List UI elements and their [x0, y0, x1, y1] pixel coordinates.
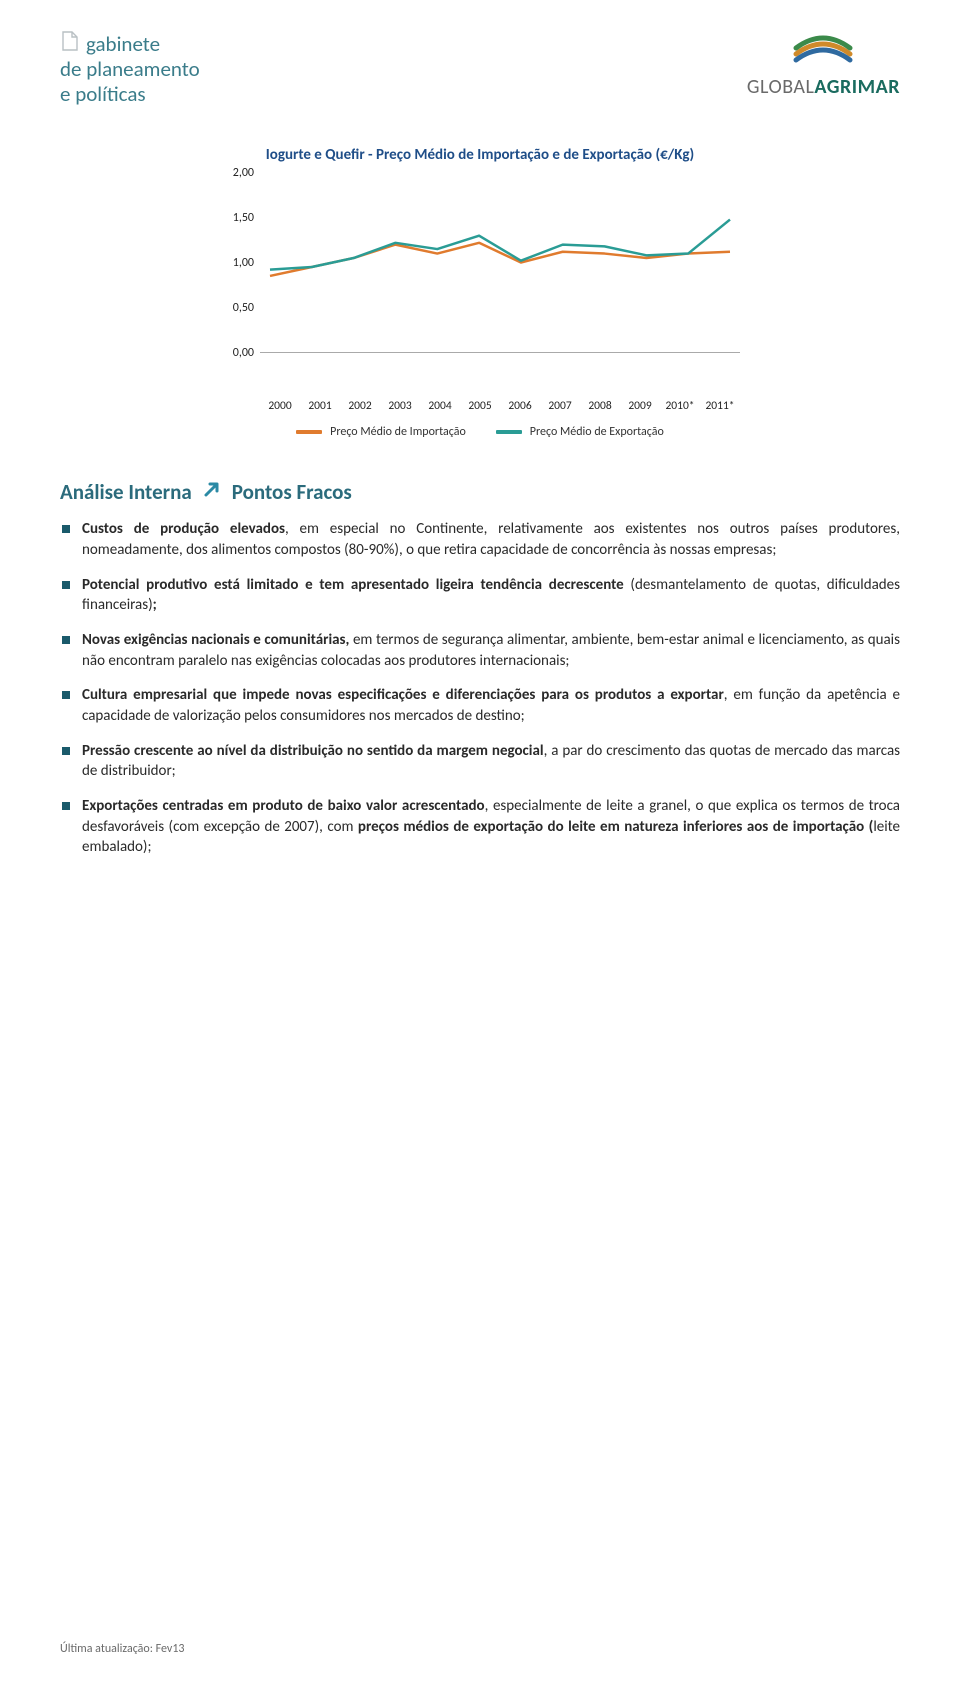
legend-item: Preço Médio de Exportação [496, 425, 664, 439]
bullet-list: Custos de produção elevados, em especial… [60, 519, 900, 858]
x-tick: 2005 [460, 399, 500, 413]
chart-svg [260, 173, 740, 352]
chart-series-line [270, 220, 730, 270]
chart-title: Iogurte e Quefir - Preço Médio de Import… [220, 146, 740, 166]
y-tick: 2,00 [233, 166, 254, 180]
legend-label: Preço Médio de Exportação [530, 425, 664, 439]
legend-swatch [296, 430, 322, 434]
y-tick: 1,00 [233, 256, 254, 270]
x-tick: 2000 [260, 399, 300, 413]
document-icon [60, 30, 80, 57]
x-tick: 2006 [500, 399, 540, 413]
text-run: Potencial produtivo está limitado e tem … [82, 576, 624, 594]
list-item: Potencial produtivo está limitado e tem … [60, 575, 900, 616]
legend-item: Preço Médio de Importação [296, 425, 466, 439]
section-sub: Pontos Fracos [232, 479, 352, 505]
text-run: ; [153, 596, 157, 614]
page-footer: Última atualização: Fev13 [60, 1642, 185, 1656]
logo-left: gabinete de planeamento e políticas [60, 30, 200, 106]
chart-plot-area [260, 173, 740, 353]
arrow-up-right-icon [202, 479, 222, 505]
chart-legend: Preço Médio de Importação Preço Médio de … [220, 425, 740, 439]
legend-swatch [496, 430, 522, 434]
x-tick: 2007 [540, 399, 580, 413]
text-run: Pressão crescente ao nível da distribuiç… [82, 742, 544, 760]
logo-right-text: GLOBALAGRIMAR [747, 75, 900, 99]
text-run: preços médios de exportação do leite em … [358, 818, 873, 836]
logo-left-line1: gabinete [86, 32, 160, 56]
text-run: Custos de produção elevados [82, 520, 285, 538]
page-header: gabinete de planeamento e políticas GLOB… [60, 30, 900, 106]
x-tick: 2001 [300, 399, 340, 413]
text-run: Exportações centradas em produto de baix… [82, 797, 485, 815]
x-tick: 2010* [660, 399, 700, 413]
text-run: Cultura empresarial que impede novas esp… [82, 686, 724, 704]
section-title: Análise Interna Pontos Fracos [60, 479, 900, 505]
globe-icon [788, 30, 858, 71]
x-tick: 2003 [380, 399, 420, 413]
x-tick: 2008 [580, 399, 620, 413]
list-item: Custos de produção elevados, em especial… [60, 519, 900, 560]
logo-left-line2: de planeamento [60, 57, 200, 81]
y-tick: 1,50 [233, 211, 254, 225]
chart-x-axis: 2000200120022003200420052006200720082009… [260, 393, 740, 413]
x-tick: 2002 [340, 399, 380, 413]
x-tick: 2004 [420, 399, 460, 413]
chart-y-axis: 0,000,501,001,502,00 [220, 173, 260, 353]
list-item: Novas exigências nacionais e comunitária… [60, 630, 900, 671]
list-item: Cultura empresarial que impede novas esp… [60, 685, 900, 726]
text-run: Novas exigências nacionais e comunitária… [82, 631, 349, 649]
y-tick: 0,50 [233, 301, 254, 315]
legend-label: Preço Médio de Importação [330, 425, 466, 439]
logo-right: GLOBALAGRIMAR [747, 30, 900, 99]
x-tick: 2011* [700, 399, 740, 413]
chart-container: Iogurte e Quefir - Preço Médio de Import… [220, 146, 740, 440]
list-item: Pressão crescente ao nível da distribuiç… [60, 741, 900, 782]
chart-plot: 0,000,501,001,502,00 [220, 173, 740, 393]
list-item: Exportações centradas em produto de baix… [60, 796, 900, 858]
logo-left-line3: e políticas [60, 82, 200, 106]
section-label: Análise Interna [60, 479, 192, 505]
x-tick: 2009 [620, 399, 660, 413]
y-tick: 0,00 [233, 346, 254, 360]
